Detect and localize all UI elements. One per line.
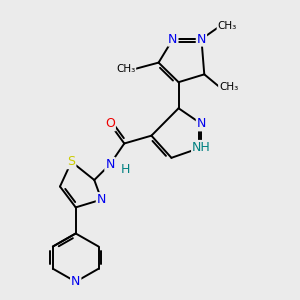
Text: N: N <box>168 33 178 46</box>
Text: NH: NH <box>192 141 211 154</box>
Text: H: H <box>121 163 130 176</box>
Text: CH₃: CH₃ <box>219 82 238 92</box>
Text: N: N <box>197 33 206 46</box>
Text: O: O <box>105 117 115 130</box>
Text: N: N <box>197 117 206 130</box>
Text: N: N <box>105 158 115 171</box>
Text: CH₃: CH₃ <box>116 64 135 74</box>
Text: S: S <box>68 155 75 168</box>
Text: N: N <box>71 275 80 288</box>
Text: CH₃: CH₃ <box>218 21 237 31</box>
Text: N: N <box>97 193 106 206</box>
